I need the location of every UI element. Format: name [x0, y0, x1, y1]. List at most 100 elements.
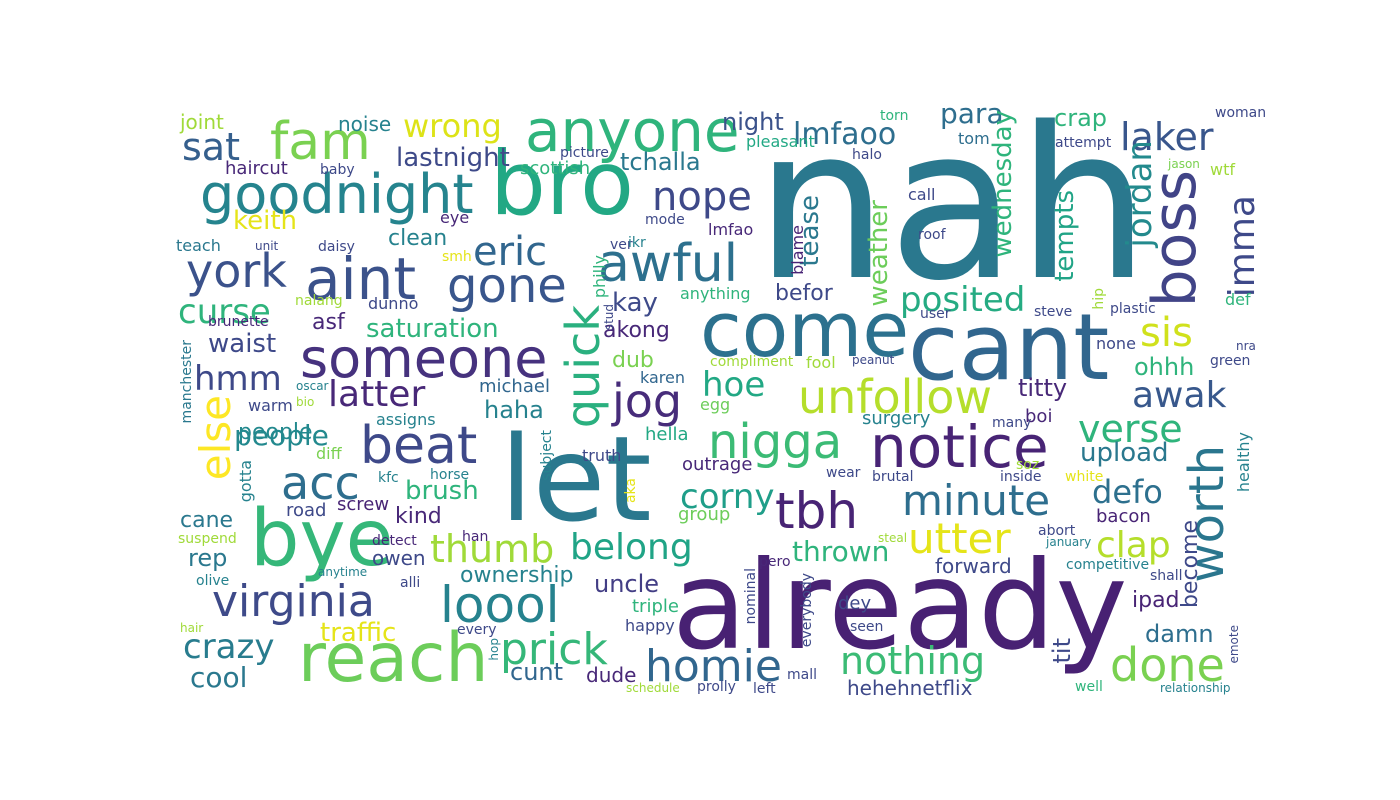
word-become: become	[1178, 520, 1203, 609]
word-rep: rep	[188, 544, 228, 572]
word-jordan: jordan	[1120, 140, 1160, 248]
word-outrage: outrage	[682, 454, 753, 475]
word-teach: teach	[176, 236, 221, 255]
word-olive: olive	[196, 573, 230, 589]
word-jog: jog	[612, 374, 683, 428]
word-subject: subject	[539, 430, 555, 481]
word-saturation: saturation	[366, 314, 499, 344]
word-people: people	[234, 419, 329, 452]
word-peanut: peanut	[852, 353, 895, 367]
word-uncle: uncle	[594, 570, 660, 598]
word-prick: prick	[500, 624, 608, 675]
word-horse: horse	[430, 467, 470, 483]
word-blame: blame	[788, 225, 807, 275]
word-bio: bio	[296, 395, 315, 409]
word-goodnight: goodnight	[200, 163, 474, 226]
word-truth: truth	[582, 446, 622, 465]
word-tbh: tbh	[775, 482, 859, 540]
word-baby: baby	[320, 162, 355, 178]
word-noise: noise	[338, 112, 392, 136]
word-anything: anything	[680, 284, 751, 303]
word-clean: clean	[388, 226, 448, 251]
word-inside: inside	[1000, 469, 1042, 485]
word-triple: triple	[632, 596, 679, 617]
word-ipad: ipad	[1132, 588, 1180, 613]
word-aint: aint	[305, 245, 417, 313]
word-picture: picture	[560, 145, 609, 161]
word-thumb: thumb	[430, 527, 555, 571]
word-night: night	[722, 108, 784, 136]
word-dunno: dunno	[368, 294, 419, 313]
word-fam: fam	[270, 112, 371, 172]
word-ohhh: ohhh	[1134, 353, 1195, 381]
word-woman: woman	[1215, 105, 1267, 121]
word-pero: pero	[759, 554, 791, 570]
word-done: done	[1110, 638, 1225, 692]
word-imma: imma	[1222, 195, 1263, 298]
word-shall: shall	[1150, 568, 1183, 584]
word-owen: owen	[372, 546, 426, 570]
word-michael: michael	[479, 376, 550, 397]
word-screw: screw	[337, 494, 390, 515]
word-happy: happy	[625, 616, 675, 635]
word-acc: acc	[281, 456, 360, 510]
word-relationship: relationship	[1160, 681, 1231, 695]
word-brunette: brunette	[208, 314, 269, 330]
word-nalang: nalang	[295, 293, 343, 309]
word-nra: nra	[1236, 339, 1256, 353]
word-hoe: hoe	[702, 365, 766, 405]
word-posited: posited	[900, 280, 1026, 320]
word-sis: sis	[1140, 310, 1193, 356]
word-unit: unit	[255, 239, 279, 253]
word-roof: roof	[918, 227, 946, 243]
word-belong: belong	[570, 527, 693, 568]
word-steal: steal	[878, 531, 908, 545]
word-boi: boi	[1025, 406, 1053, 427]
word-keith: keith	[233, 206, 298, 236]
word-weather: weather	[864, 200, 894, 307]
word-york: york	[186, 244, 287, 298]
word-mode: mode	[645, 212, 685, 228]
word-dub: dub	[612, 348, 654, 373]
word-notice: notice	[870, 413, 1049, 481]
word-dey: dey	[838, 593, 872, 614]
word-aka: aka	[623, 478, 639, 504]
word-sat: sat	[182, 125, 240, 169]
word-ikr: ikr	[628, 235, 646, 251]
word-healthy: healthy	[1234, 432, 1253, 493]
word-minute: minute	[902, 476, 1051, 525]
word-def: def	[1225, 290, 1251, 309]
word-mall: mall	[787, 667, 817, 683]
word-wednesday: wednesday	[988, 110, 1018, 258]
word-schedule: schedule	[626, 681, 680, 695]
word-left: left	[753, 681, 776, 697]
word-steve: steve	[1034, 304, 1073, 320]
word-compliment: compliment	[710, 354, 794, 370]
word-none: none	[1096, 334, 1136, 353]
word-haircut: haircut	[225, 158, 288, 179]
word-reach: reach	[298, 619, 489, 698]
word-brutal: brutal	[872, 469, 914, 485]
word-tempts: tempts	[1050, 190, 1080, 282]
word-white: white	[1065, 469, 1104, 485]
word-seen: seen	[850, 619, 884, 635]
word-bro: bro	[490, 132, 634, 235]
word-warm: warm	[248, 396, 293, 415]
word-lmfaoo: lmfaoo	[793, 117, 897, 152]
word-beat: beat	[360, 416, 478, 476]
word-alli: alli	[400, 575, 421, 591]
word-hair: hair	[180, 621, 204, 635]
word-every: every	[457, 622, 497, 638]
word-homie: homie	[645, 641, 782, 692]
word-stud: stud	[602, 304, 616, 331]
word-lmfao: lmfao	[708, 220, 754, 239]
word-corny: corny	[680, 477, 775, 517]
word-thrown: thrown	[792, 535, 890, 568]
word-anyone: anyone	[525, 97, 740, 165]
word-kfc: kfc	[378, 470, 399, 486]
word-gotta: gotta	[236, 460, 255, 503]
word-wtf: wtf	[1210, 160, 1235, 179]
word-kay: kay	[612, 288, 658, 318]
word-user: user	[920, 306, 951, 322]
word-attempt: attempt	[1055, 135, 1112, 151]
